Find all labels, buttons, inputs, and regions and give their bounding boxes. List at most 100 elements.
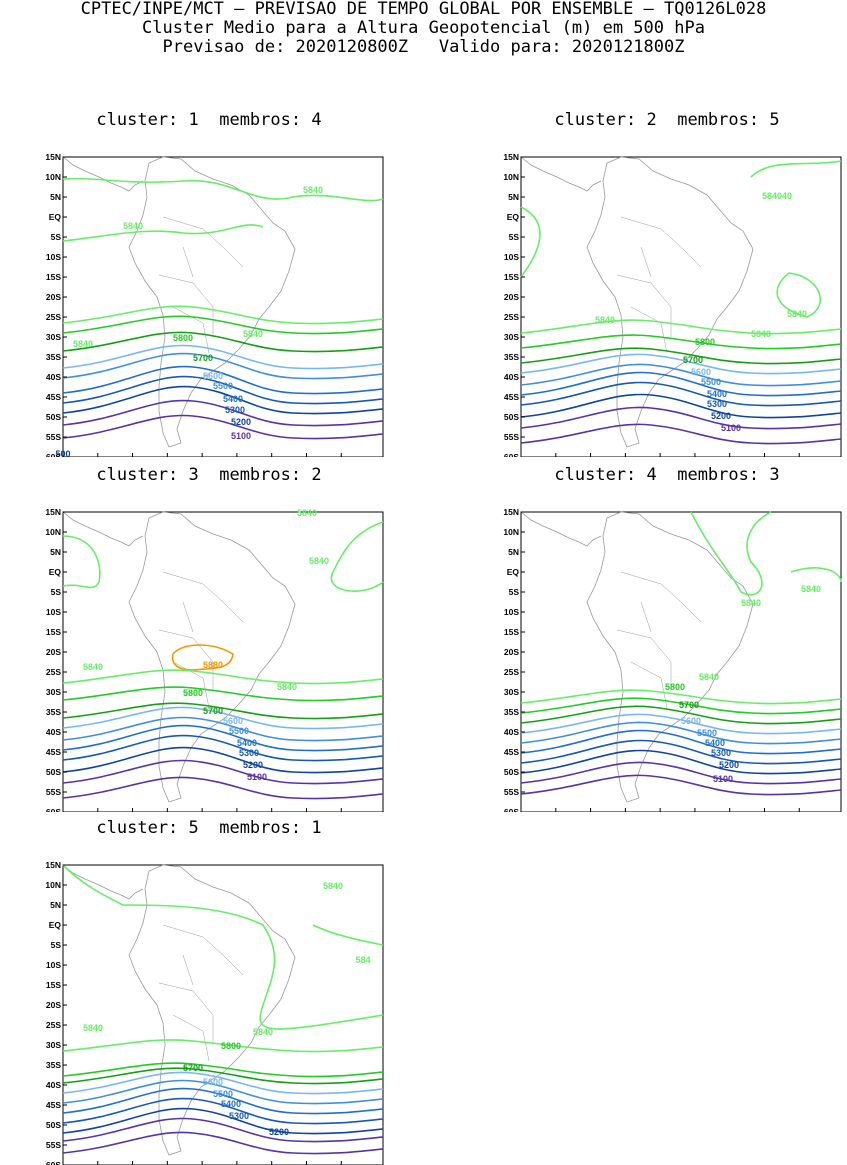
contour-line: [520, 749, 842, 775]
contour-line: [520, 371, 842, 397]
contour-label: 5100: [247, 772, 267, 782]
coastline: [586, 156, 754, 448]
contour-label: 5500: [213, 1089, 233, 1099]
contour-label: 5300: [711, 748, 731, 758]
lat-tick-label: 60S: [46, 1160, 61, 1165]
lat-tick-label: 40S: [46, 1080, 61, 1090]
lat-tick-label: 55S: [46, 1140, 61, 1150]
lat-tick-label: 55S: [504, 432, 519, 442]
lat-tick-label: 30S: [504, 687, 519, 697]
lat-tick-label: 20S: [46, 647, 61, 657]
contour-line: [62, 864, 384, 1030]
contour-line: [62, 706, 384, 730]
contour-label: 584: [355, 955, 370, 965]
cluster-title: cluster: 4 membros: 3: [554, 465, 780, 485]
lat-tick-label: 20S: [504, 292, 519, 302]
contour-label: 5840: [595, 315, 615, 325]
central-america-coast: [520, 511, 602, 547]
lat-tick-label: EQ: [49, 567, 62, 577]
lat-tick-label: 55S: [504, 787, 519, 797]
contour-line: [62, 686, 384, 702]
contour-line: [520, 393, 842, 419]
lat-tick-label: 10N: [503, 172, 519, 182]
contour-line: [62, 305, 384, 325]
contour-label: 5600: [681, 716, 701, 726]
country-border: [182, 954, 194, 986]
country-border: [182, 246, 194, 278]
cluster-panel-4: cluster: 4 membros: 3 5840 5840 5840 5800 57…: [487, 465, 847, 812]
contour-label: 5500: [697, 728, 717, 738]
lat-tick-label: 45S: [46, 392, 61, 402]
lat-tick-label: 50S: [46, 767, 61, 777]
contour-line: [62, 1071, 384, 1095]
map-frame: [62, 864, 384, 1165]
contour-label: 5100: [721, 423, 741, 433]
lat-tick-label: 40S: [46, 727, 61, 737]
country-border: [640, 601, 652, 633]
coastline: [128, 864, 296, 1156]
contour-label: 5840: [123, 221, 143, 231]
contour-label: 5840: [83, 1023, 103, 1033]
lat-tick-label: 5S: [509, 232, 520, 242]
contour-label: 5700: [683, 355, 703, 365]
contour-line: [520, 334, 842, 350]
lat-tick-label: 5N: [50, 900, 61, 910]
contour-label: 5800: [221, 1041, 241, 1051]
central-america-coast: [520, 156, 602, 192]
lat-tick-label: 50S: [46, 1120, 61, 1130]
lat-tick-label: 20S: [46, 1000, 61, 1010]
contour-label: 5840: [303, 185, 323, 195]
contour-label: 5400: [223, 394, 243, 404]
cluster-panel-3: cluster: 3 membros: 2 5840 5840 5840 5840 58…: [29, 465, 389, 812]
map-frame: [520, 511, 842, 812]
contour-label: 5600: [203, 371, 223, 381]
lat-tick-label: 5N: [50, 192, 61, 202]
lat-tick-label: 30S: [46, 687, 61, 697]
lat-tick-label: 25S: [46, 1020, 61, 1030]
contour-line: [750, 160, 842, 318]
coastline: [128, 511, 296, 803]
contour-label: 5100: [713, 774, 733, 784]
contour-line: [790, 567, 842, 583]
lat-tick-label: 15S: [504, 272, 519, 282]
lat-tick-label: 45S: [504, 747, 519, 757]
contour-label: 5700: [183, 1063, 203, 1073]
lat-tick-label: 10N: [503, 527, 519, 537]
lat-tick-label: 35S: [504, 352, 519, 362]
contour-label: 5880: [203, 660, 223, 670]
contour-line: [330, 521, 384, 592]
contour-label: 5800: [665, 682, 685, 692]
contour-line: [520, 729, 842, 755]
lat-tick-label: 10S: [46, 960, 61, 970]
contour-line: [62, 1087, 384, 1115]
contour-label: 5200: [269, 1127, 289, 1137]
lat-tick-label: 30S: [504, 332, 519, 342]
contour-label: 5840: [699, 672, 719, 682]
contour-label: 5200: [711, 411, 731, 421]
lat-tick-label: 60S: [504, 452, 519, 457]
contour-line: [520, 761, 842, 785]
country-border: [630, 306, 668, 354]
country-border: [162, 571, 244, 623]
lat-tick-label: 35S: [504, 707, 519, 717]
lat-tick-label: 10N: [45, 527, 61, 537]
contour-line: [520, 363, 842, 387]
lat-tick-label: 10N: [45, 172, 61, 182]
contour-label: 5500: [229, 726, 249, 736]
country-border: [640, 246, 652, 278]
lat-tick-label: 15S: [46, 980, 61, 990]
country-border: [630, 661, 668, 709]
lat-tick-label: EQ: [507, 212, 520, 222]
lat-tick-label: 40S: [504, 372, 519, 382]
lat-tick-label: 5S: [51, 232, 62, 242]
contour-line: [62, 1097, 384, 1125]
header-line-1: CPTEC/INPE/MCT – PREVISAO DE TEMPO GLOBA…: [80, 0, 767, 19]
contour-line: [690, 511, 772, 596]
lat-tick-label: 10S: [504, 607, 519, 617]
contour-label: 5300: [239, 748, 259, 758]
lat-tick-label: 10S: [46, 607, 61, 617]
lat-tick-label: 10N: [45, 880, 61, 890]
contour-line: [62, 385, 384, 415]
country-border: [158, 982, 214, 1045]
